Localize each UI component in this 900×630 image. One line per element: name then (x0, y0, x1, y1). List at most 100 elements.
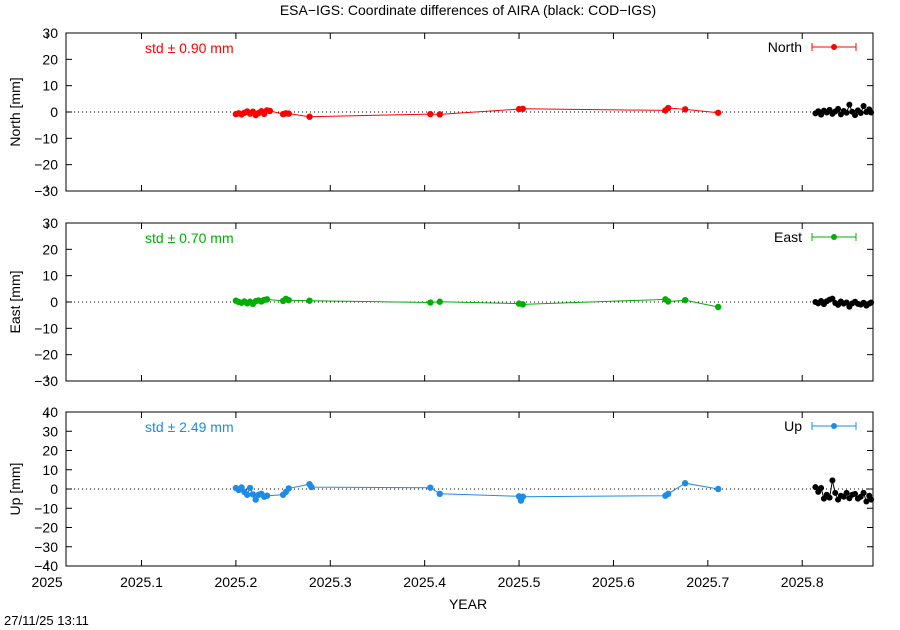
legend-label-north: North (768, 39, 802, 55)
y-tick-label-north: −30 (34, 183, 58, 199)
cod-point-north (868, 109, 875, 116)
panel-up: −40 −30 −20 −10 0 10 20 30 40 Up [mm] std ± 2.49 m… (7, 404, 875, 590)
cod-point-up (843, 489, 850, 496)
data-point-north (715, 109, 722, 116)
y-axis-label-north: North [mm] (7, 77, 23, 146)
cod-point-up (826, 494, 833, 501)
y-tick-label-north: −20 (34, 157, 58, 173)
cod-point-north (860, 102, 867, 109)
y-tick-label-east: −20 (34, 347, 58, 363)
panel-north: −30 −20 −10 0 10 20 30 North [mm] std ± 0.90 mm N… (7, 25, 875, 199)
y-tick-label-east: 30 (42, 215, 58, 231)
cod-point-up (812, 484, 819, 491)
cod-point-up (868, 496, 875, 503)
cod-point-up (818, 485, 825, 492)
y-axis-label-east: East [mm] (7, 270, 23, 333)
legend-label-up: Up (784, 418, 802, 434)
cod-point-north (835, 105, 842, 112)
x-tick-label: 2025.7 (686, 574, 729, 590)
chart-panels: −30 −20 −10 0 10 20 30 North [mm] std ± 0.90 mm N… (7, 25, 875, 590)
data-point-up (252, 496, 259, 503)
footer-timestamp: 27/11/25 13:11 (4, 613, 89, 628)
cod-point-north (843, 109, 850, 116)
cod-point-east (829, 295, 836, 302)
data-point-east (306, 297, 313, 304)
legend-label-east: East (774, 229, 802, 245)
data-point-up (246, 484, 254, 492)
x-tick-label: 2025.6 (592, 574, 635, 590)
std-label-north: std ± 0.90 mm (145, 40, 234, 56)
y-tick-label-up: 30 (42, 423, 58, 439)
panel-east: −30 −20 −10 0 10 20 30 East [mm] std ± 0.70 mm Ea… (7, 215, 875, 389)
y-axis-label-up: Up [mm] (7, 463, 23, 516)
std-label-up: std ± 2.49 mm (145, 419, 234, 435)
std-label-east: std ± 0.70 mm (145, 230, 234, 246)
data-point-east (436, 298, 443, 305)
data-point-up (427, 484, 434, 491)
y-tick-label-up: −30 (34, 539, 58, 555)
y-tick-label-up: 10 (42, 462, 58, 478)
data-point-up (436, 490, 443, 498)
data-point-up (664, 490, 672, 498)
y-tick-label-east: 20 (42, 241, 58, 257)
cod-point-east (868, 299, 875, 306)
cod-point-up (832, 489, 839, 496)
y-tick-label-up: −40 (34, 558, 58, 574)
x-tick-label: 2025.1 (120, 574, 163, 590)
x-tick-label: 2025.5 (498, 574, 541, 590)
y-tick-label-up: −20 (34, 520, 58, 536)
data-point-east (664, 298, 672, 305)
y-tick-label-east: 10 (42, 268, 58, 284)
legend-marker-east (831, 234, 837, 240)
data-point-north (427, 110, 434, 118)
data-point-east (427, 299, 434, 306)
data-point-up (715, 485, 722, 493)
x-tick-label: 2025 (32, 574, 63, 590)
data-point-north (664, 104, 672, 112)
data-point-east (681, 296, 689, 304)
y-tick-label-up: 20 (42, 443, 58, 459)
y-tick-label-up: 40 (42, 404, 58, 420)
data-point-up (308, 483, 315, 491)
data-point-east (519, 301, 527, 308)
cod-point-north (846, 101, 853, 108)
cod-point-up (860, 489, 867, 496)
data-point-up (519, 493, 527, 500)
data-point-up (244, 491, 251, 498)
x-tick-label: 2025.8 (781, 574, 824, 590)
data-point-up (681, 480, 689, 487)
y-tick-label-up: −10 (34, 500, 58, 516)
y-tick-label-north: 0 (50, 104, 58, 120)
data-point-north (519, 105, 527, 113)
legend-marker-up (831, 423, 837, 429)
data-point-east (715, 303, 722, 311)
y-tick-label-north: −10 (34, 130, 58, 146)
data-point-east (285, 296, 292, 304)
data-point-east (263, 296, 271, 303)
y-tick-label-east: −10 (34, 320, 58, 336)
x-tick-label: 2025.4 (403, 574, 446, 590)
y-tick-label-east: 0 (50, 294, 58, 310)
x-tick-label: 2025.3 (309, 574, 352, 590)
y-tick-label-north: 20 (42, 51, 58, 67)
x-axis-label: YEAR (449, 596, 487, 612)
chart-title: ESA−IGS: Coordinate differences of AIRA … (280, 2, 656, 18)
legend-marker-north (831, 44, 837, 50)
data-point-north (436, 111, 443, 118)
cod-point-east (843, 299, 850, 306)
data-point-north (266, 107, 274, 115)
cod-point-north (857, 110, 864, 117)
cod-point-up (852, 490, 859, 497)
y-tick-label-up: 0 (50, 481, 58, 497)
data-point-north (681, 106, 689, 113)
y-tick-label-north: 10 (42, 78, 58, 94)
y-tick-label-north: 30 (42, 25, 58, 41)
cod-point-up (829, 477, 836, 484)
x-tick-label: 2025.2 (214, 574, 257, 590)
y-tick-label-east: −30 (34, 373, 58, 389)
data-point-up (263, 492, 271, 499)
data-point-up (285, 485, 292, 492)
cod-point-north (852, 112, 859, 119)
data-point-up (249, 491, 257, 498)
